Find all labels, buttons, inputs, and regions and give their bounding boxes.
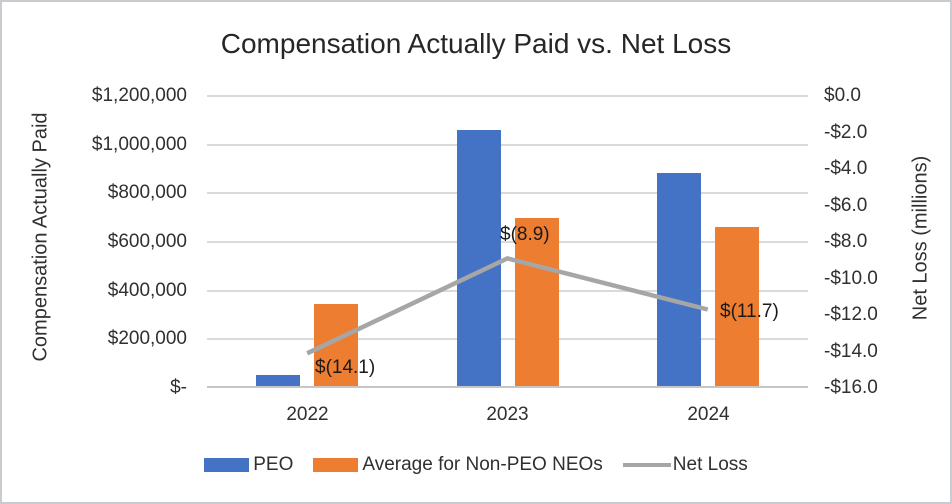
- left-axis-tick-label: $1,000,000: [91, 134, 187, 155]
- net-loss-data-label: $(11.7): [720, 301, 779, 322]
- x-axis-line: [207, 386, 808, 388]
- gridline: [207, 338, 808, 340]
- legend-bar-swatch: [313, 458, 359, 472]
- left-axis-title: Compensation Actually Paid: [29, 112, 52, 362]
- right-axis-tick-label: -$2.0: [824, 122, 868, 143]
- legend-item-net-loss: Net Loss: [622, 454, 748, 476]
- legend: PEO Average for Non-PEO NEOs Net Loss: [2, 453, 950, 477]
- gridline: [207, 241, 808, 243]
- plot-area: $(14.1) $(8.9) $(11.7): [207, 95, 808, 388]
- right-axis-tick-label: -$6.0: [824, 195, 868, 216]
- left-axis-tick-label: $200,000: [107, 328, 187, 349]
- legend-line-swatch: [622, 463, 671, 467]
- net-loss-data-label: $(8.9): [500, 224, 550, 245]
- legend-label: Average for Non-PEO NEOs: [362, 454, 603, 475]
- left-axis-tick-label: $800,000: [107, 182, 187, 203]
- net-loss-data-label: $(14.1): [315, 357, 376, 378]
- bar-peo-2022: [256, 375, 300, 386]
- left-axis-tick-label: $1,200,000: [91, 85, 187, 106]
- left-axis-tick-label: $-: [170, 377, 187, 398]
- bar-non-peo-neos-2023: [515, 218, 559, 386]
- gridline: [207, 192, 808, 194]
- bar-non-peo-neos-2024: [715, 227, 759, 386]
- right-axis-tick-label: $0.0: [824, 85, 861, 106]
- legend-label: PEO: [253, 454, 294, 475]
- x-axis-label-2024: 2024: [687, 404, 730, 425]
- right-axis-tick-label: -$8.0: [824, 231, 868, 252]
- bar-peo-2024: [657, 173, 701, 386]
- x-axis-label-2023: 2023: [486, 404, 529, 425]
- gridline: [207, 144, 808, 146]
- left-axis-tick-label: $600,000: [107, 231, 187, 252]
- bar-peo-2023: [457, 130, 501, 386]
- legend-label: Net Loss: [672, 454, 748, 475]
- legend-item-peo: PEO: [204, 454, 293, 476]
- right-axis-tick-label: -$14.0: [824, 341, 878, 362]
- x-axis-label-2022: 2022: [286, 404, 329, 425]
- right-axis-tick-label: -$10.0: [824, 268, 878, 289]
- left-axis-tick-label: $400,000: [107, 280, 187, 301]
- right-axis-tick-labels: $0.0 -$2.0 -$4.0 -$6.0 -$8.0 -$10.0 -$12.0 -$14…: [824, 85, 934, 398]
- legend-item-average-for-non-peo-neos: Average for Non-PEO NEOs: [313, 454, 603, 476]
- gridline: [207, 290, 808, 292]
- gridline: [207, 95, 808, 97]
- legend-bar-swatch: [204, 458, 250, 472]
- left-axis-tick-labels: $1,200,000 $1,000,000 $800,000 $600,000 $400…: [52, 85, 187, 398]
- right-axis-tick-label: -$16.0: [824, 377, 878, 398]
- x-axis-labels: 2022 2023 2024: [207, 404, 808, 428]
- net-loss-line: [306, 256, 709, 356]
- right-axis-tick-label: -$12.0: [824, 304, 878, 325]
- chart-title: Compensation Actually Paid vs. Net Loss: [220, 28, 732, 59]
- right-axis-tick-label: -$4.0: [824, 158, 868, 179]
